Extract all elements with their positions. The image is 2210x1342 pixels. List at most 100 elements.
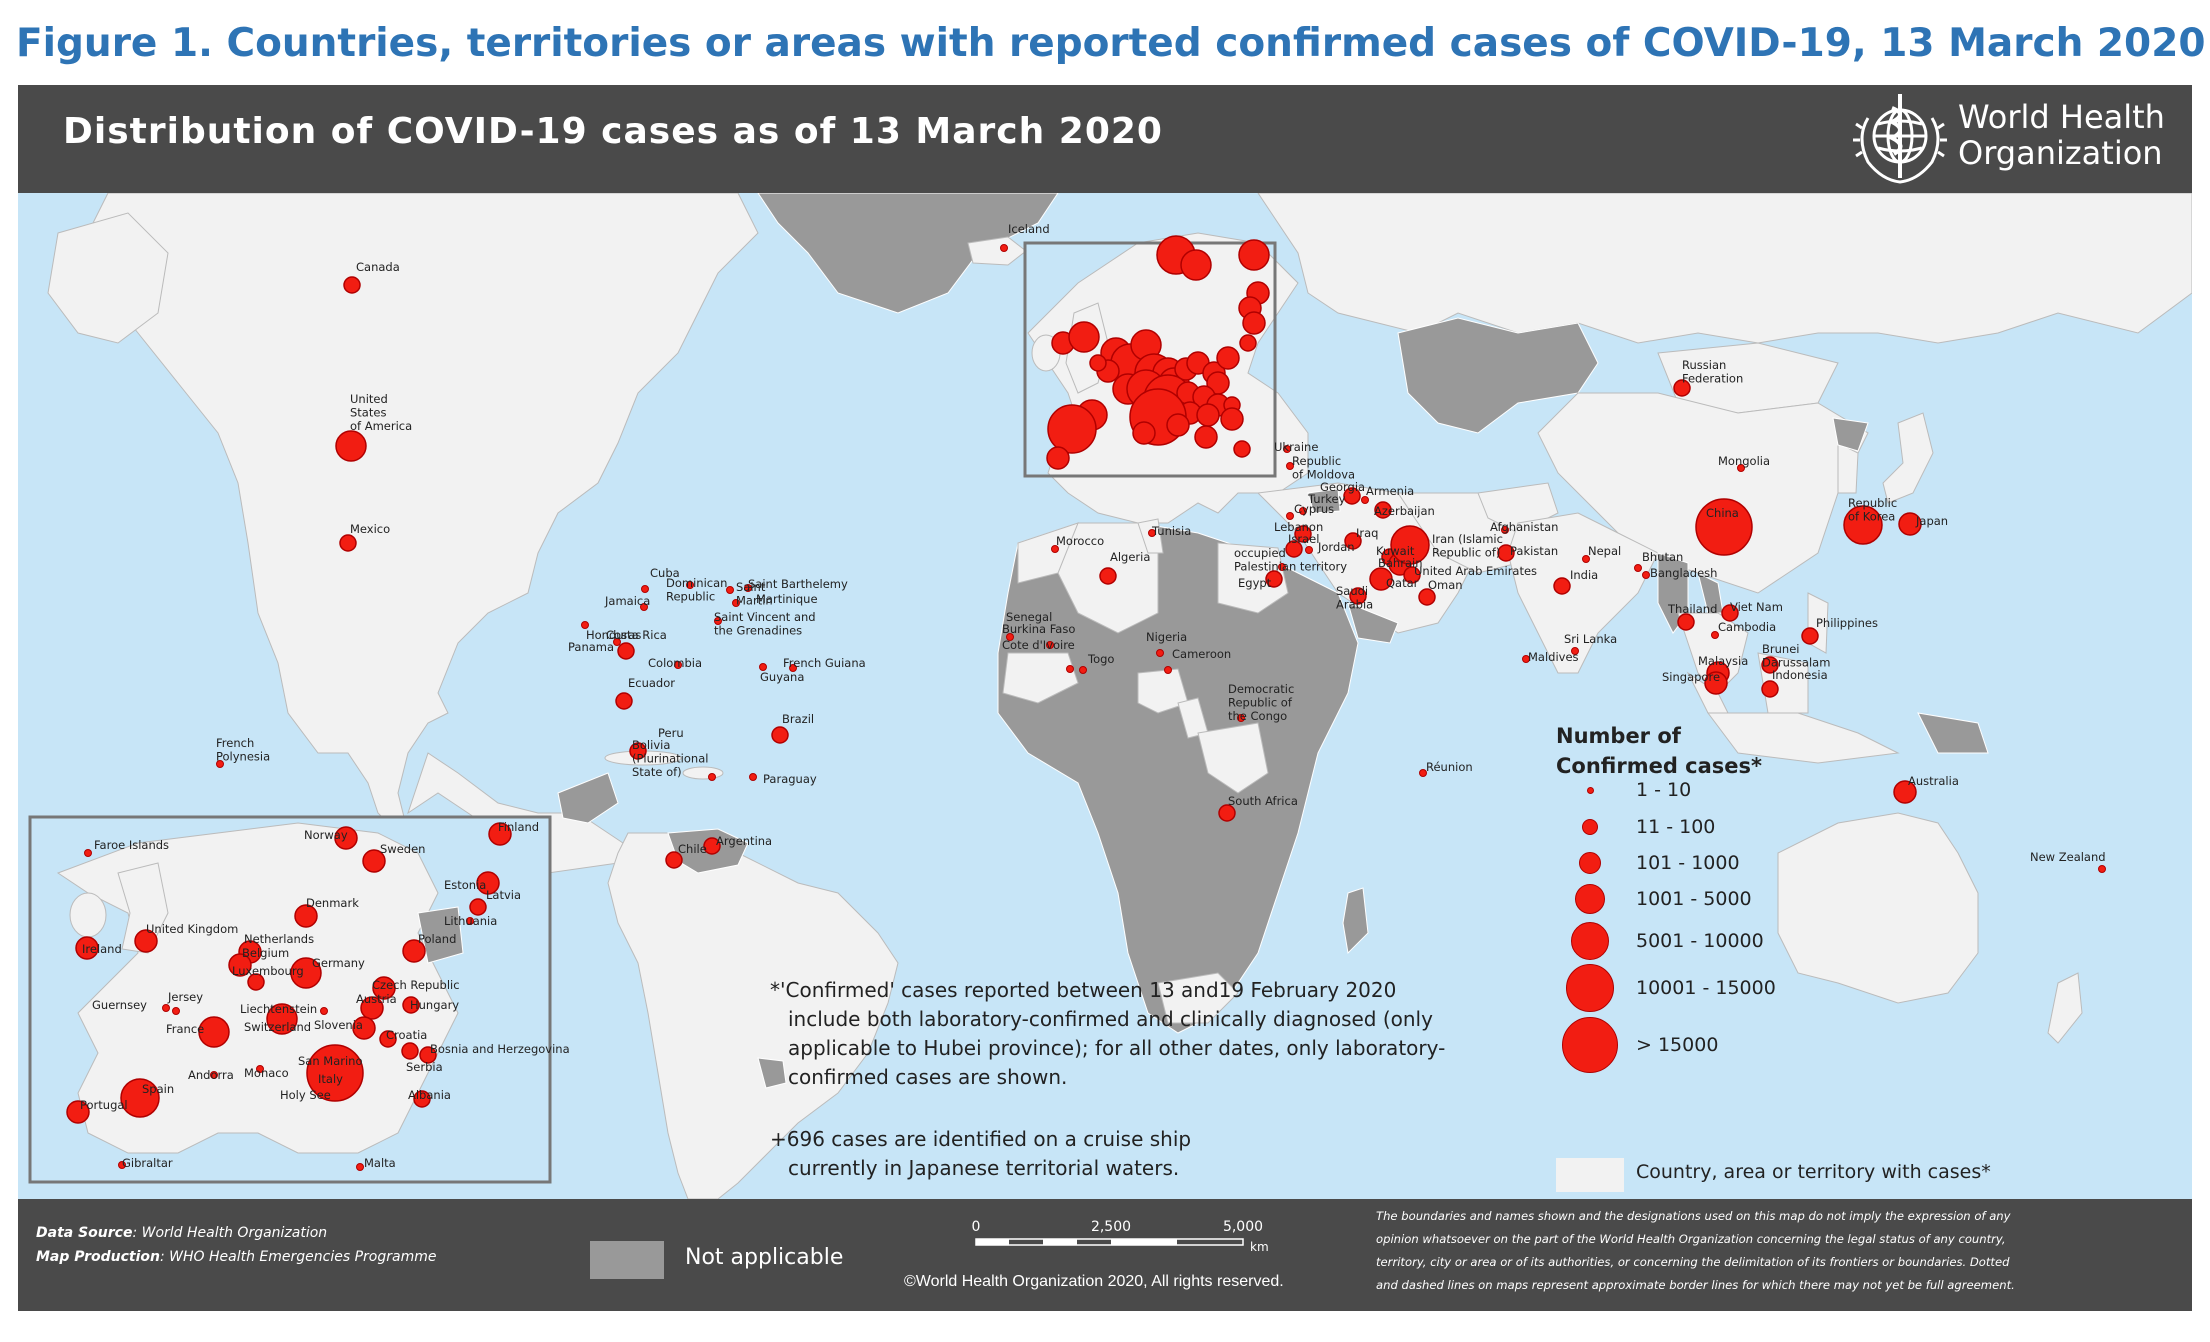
- andorra-inset-bubble[interactable]: [210, 1071, 218, 1079]
- peru-bubble[interactable]: [629, 742, 647, 760]
- mongolia-bubble[interactable]: [1737, 464, 1745, 472]
- latvia-inset-bubble[interactable]: [469, 898, 487, 916]
- tunisia-bubble[interactable]: [1148, 529, 1156, 537]
- hungary-inset-bubble[interactable]: [402, 996, 420, 1014]
- indonesia-bubble[interactable]: [1761, 680, 1779, 698]
- democratic-republic-of-the-congo-bubble[interactable]: [1237, 714, 1245, 722]
- monaco-inset-bubble[interactable]: [256, 1065, 264, 1073]
- portugal-inset-bubble[interactable]: [66, 1100, 90, 1124]
- paraguay-bubble[interactable]: [749, 773, 757, 781]
- europe-case-bubble[interactable]: [1046, 446, 1070, 470]
- australia-bubble[interactable]: [1893, 780, 1917, 804]
- south-africa-bubble[interactable]: [1218, 804, 1236, 822]
- france-inset-bubble[interactable]: [198, 1016, 230, 1048]
- thailand-bubble[interactable]: [1677, 613, 1695, 631]
- sweden-inset-bubble[interactable]: [362, 849, 386, 873]
- maldives-bubble[interactable]: [1522, 655, 1530, 663]
- costa-rica-bubble[interactable]: [613, 638, 621, 646]
- serbia-inset-bubble[interactable]: [401, 1042, 419, 1060]
- europe-case-bubble[interactable]: [1047, 404, 1097, 454]
- saudi-arabia-bubble[interactable]: [1349, 587, 1367, 605]
- r-union-bubble[interactable]: [1419, 769, 1427, 777]
- germany-inset-bubble[interactable]: [290, 957, 322, 989]
- estonia-inset-bubble[interactable]: [476, 871, 500, 895]
- austria-inset-bubble[interactable]: [360, 996, 384, 1020]
- united-states-of-america-bubble[interactable]: [335, 430, 367, 462]
- bangladesh-bubble[interactable]: [1642, 571, 1650, 579]
- cameroon-bubble[interactable]: [1164, 666, 1172, 674]
- georgia-bubble[interactable]: [1343, 487, 1361, 505]
- iran-islamic-republic-of-bubble[interactable]: [1390, 525, 1430, 565]
- europe-case-bubble[interactable]: [1238, 239, 1270, 271]
- canada-bubble[interactable]: [343, 276, 361, 294]
- europe-case-bubble[interactable]: [1233, 440, 1251, 458]
- united-kingdom-inset-bubble[interactable]: [134, 929, 158, 953]
- europe-case-bubble[interactable]: [1242, 311, 1266, 335]
- algeria-bubble[interactable]: [1099, 567, 1117, 585]
- china-bubble[interactable]: [1695, 498, 1753, 556]
- argentina-bubble[interactable]: [703, 837, 721, 855]
- sri-lanka-bubble[interactable]: [1571, 647, 1579, 655]
- lithuania-inset-bubble[interactable]: [466, 917, 474, 925]
- europe-case-bubble[interactable]: [1220, 407, 1244, 431]
- jersey-inset-bubble[interactable]: [172, 1007, 180, 1015]
- oman-bubble[interactable]: [1418, 588, 1436, 606]
- finland-inset-bubble[interactable]: [488, 822, 512, 846]
- nepal-bubble[interactable]: [1582, 555, 1590, 563]
- ecuador-bubble[interactable]: [615, 692, 633, 710]
- republic-of-korea-bubble[interactable]: [1843, 505, 1883, 545]
- italy-inset-bubble[interactable]: [306, 1044, 364, 1102]
- albania-inset-bubble[interactable]: [413, 1090, 431, 1108]
- switzerland-inset-bubble[interactable]: [266, 1003, 298, 1035]
- croatia-inset-bubble[interactable]: [379, 1030, 397, 1048]
- czech-republic-inset-bubble[interactable]: [372, 976, 396, 1000]
- guyana-bubble[interactable]: [759, 663, 767, 671]
- europe-case-bubble[interactable]: [1216, 346, 1240, 370]
- morocco-bubble[interactable]: [1051, 545, 1059, 553]
- world-map[interactable]: Iceland Canada United States of America Mexic…: [18, 193, 2192, 1199]
- palestinian-territory-bubble[interactable]: [1278, 563, 1286, 571]
- luxembourg-inset-bubble[interactable]: [247, 973, 265, 991]
- saint-martin-bubble[interactable]: [726, 586, 734, 594]
- senegal-bubble[interactable]: [1006, 633, 1014, 641]
- japan-bubble[interactable]: [1898, 512, 1922, 536]
- bhutan-bubble[interactable]: [1634, 564, 1642, 572]
- colombia-bubble[interactable]: [674, 661, 682, 669]
- afghanistan-bubble[interactable]: [1501, 526, 1509, 534]
- guernsey-inset-bubble[interactable]: [162, 1004, 170, 1012]
- europe-case-bubble[interactable]: [1180, 249, 1212, 281]
- cote-d-ivoire-bubble[interactable]: [1066, 665, 1074, 673]
- saint-barthelemy-bubble[interactable]: [744, 584, 752, 592]
- martinique-bubble[interactable]: [732, 599, 740, 607]
- azerbaijan-bubble[interactable]: [1374, 501, 1392, 519]
- europe-case-bubble[interactable]: [1132, 421, 1156, 445]
- cambodia-bubble[interactable]: [1711, 631, 1719, 639]
- jamaica-bubble[interactable]: [640, 603, 648, 611]
- turkey-bubble[interactable]: [1299, 507, 1307, 515]
- saint-vincent-and-the-grenadines-bubble[interactable]: [714, 617, 722, 625]
- dominican-republic-bubble[interactable]: [686, 581, 694, 589]
- spain-inset-bubble[interactable]: [120, 1078, 160, 1118]
- philippines-bubble[interactable]: [1801, 627, 1819, 645]
- israel-bubble[interactable]: [1285, 540, 1303, 558]
- iraq-bubble[interactable]: [1344, 532, 1362, 550]
- russian-federation-bubble[interactable]: [1673, 379, 1691, 397]
- ukraine-bubble[interactable]: [1283, 445, 1291, 453]
- united-arab-emirates-bubble[interactable]: [1403, 566, 1421, 584]
- liechtenstein-inset-bubble[interactable]: [320, 1007, 328, 1015]
- egypt-bubble[interactable]: [1265, 570, 1283, 588]
- europe-case-bubble[interactable]: [1239, 334, 1257, 352]
- brunei-darussalam-bubble[interactable]: [1761, 656, 1779, 674]
- lebanon-bubble[interactable]: [1294, 525, 1312, 543]
- pakistan-bubble[interactable]: [1497, 544, 1515, 562]
- ireland-inset-bubble[interactable]: [75, 936, 99, 960]
- togo-bubble[interactable]: [1079, 666, 1087, 674]
- singapore-bubble[interactable]: [1704, 671, 1728, 695]
- jordan-bubble[interactable]: [1305, 546, 1313, 554]
- burkina-faso-bubble[interactable]: [1046, 641, 1054, 649]
- gibraltar-inset-bubble[interactable]: [118, 1161, 126, 1169]
- bosnia-and-herzegovina-inset-bubble[interactable]: [419, 1046, 437, 1064]
- cyprus-bubble[interactable]: [1286, 512, 1294, 520]
- bolivia-plurinational-state-of-bubble[interactable]: [708, 773, 716, 781]
- iceland-bubble[interactable]: [1000, 244, 1008, 252]
